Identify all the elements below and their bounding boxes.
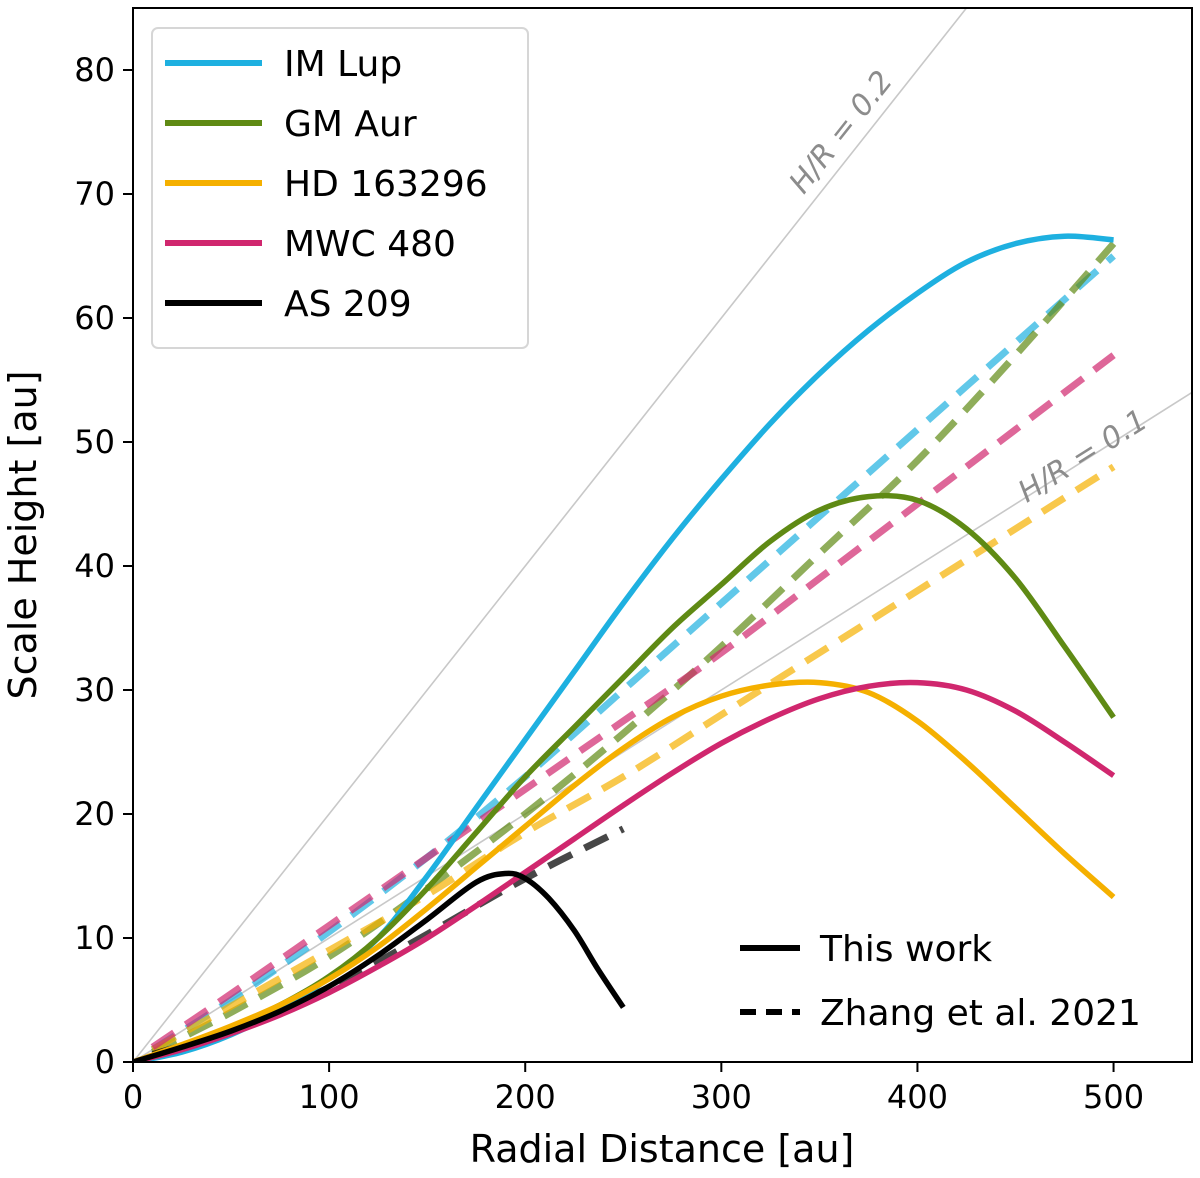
x-tick-label: 300 bbox=[691, 1078, 752, 1116]
y-tick-label: 0 bbox=[95, 1043, 115, 1081]
zhang-series-group bbox=[150, 241, 1117, 1058]
zhang-line-as-209 bbox=[151, 825, 625, 1058]
plot-frame bbox=[132, 7, 1193, 1063]
legend-label-hd-163296: HD 163296 bbox=[284, 164, 488, 205]
y-tick-label: 50 bbox=[74, 423, 115, 461]
x-tick-label: 0 bbox=[123, 1078, 143, 1116]
y-tick-label: 30 bbox=[74, 671, 115, 709]
x-axis-label: Radial Distance [au] bbox=[470, 1127, 855, 1171]
reference-line-labels: H/R = 0.2H/R = 0.1 bbox=[783, 64, 1154, 510]
y-tick-label: 10 bbox=[74, 919, 115, 957]
y-axis: 0 10 20 30 40 50 60 70 80 bbox=[74, 51, 133, 1081]
reference-lines bbox=[133, 8, 1192, 1062]
legend-label-im-lup: IM Lup bbox=[284, 44, 402, 85]
style-label-zhang-et-al-2021: Zhang et al. 2021 bbox=[820, 993, 1141, 1034]
y-tick-label: 80 bbox=[74, 51, 115, 89]
legend-box bbox=[151, 27, 529, 349]
x-tick-label: 500 bbox=[1083, 1078, 1144, 1116]
x-tick-label: 400 bbox=[887, 1078, 948, 1116]
ref-label-h-r-0-2: H/R = 0.2 bbox=[783, 64, 901, 200]
this-work-series-group bbox=[133, 233, 1116, 1062]
this-work-line-as-209 bbox=[133, 870, 626, 1062]
style-label-this-work: This work bbox=[819, 929, 992, 970]
y-tick-label: 60 bbox=[74, 299, 115, 337]
legend-label-mwc-480: MWC 480 bbox=[284, 224, 456, 265]
series-legend: IM Lup GM Aur HD 163296 MWC 480 AS 209 bbox=[151, 27, 529, 349]
y-tick-label: 40 bbox=[74, 547, 115, 585]
zhang-line-hd-163296 bbox=[150, 463, 1116, 1053]
y-tick-label: 20 bbox=[74, 795, 115, 833]
legend-label-as-209: AS 209 bbox=[284, 284, 412, 325]
ref-line-h-r-0-1 bbox=[133, 391, 1192, 1062]
this-work-line-mwc-480 bbox=[133, 679, 1116, 1062]
y-tick-label: 70 bbox=[74, 175, 115, 213]
legend-label-gm-aur: GM Aur bbox=[284, 104, 417, 145]
y-axis-label: Scale Height [au] bbox=[1, 370, 45, 699]
x-axis: 0 100 200 300 400 500 bbox=[123, 1062, 1144, 1116]
this-work-line-hd-163296 bbox=[133, 679, 1116, 1062]
x-tick-label: 200 bbox=[495, 1078, 556, 1116]
ref-line-h-r-0-2 bbox=[133, 8, 968, 1062]
line-style-legend: This work Zhang et al. 2021 bbox=[740, 929, 1141, 1034]
x-tick-label: 100 bbox=[299, 1078, 360, 1116]
